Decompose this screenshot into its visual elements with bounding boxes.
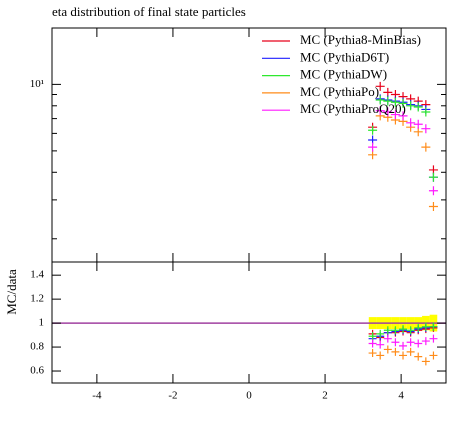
marker [406,118,416,128]
legend-label: MC (Pythia8-MinBias) [300,32,421,47]
x-tick-label: 4 [398,390,404,402]
marker [368,142,378,152]
x-tick-label: 0 [246,390,252,402]
y-tick-label: 1.4 [30,269,44,281]
legend-label: MC (PythiaProQ20) [300,101,406,116]
marker [413,102,423,112]
legend-label: MC (PythiaDW) [300,67,387,82]
y-axis-label: MC/data [4,269,19,315]
marker [399,325,408,334]
marker [399,341,408,350]
marker [383,96,393,106]
marker [413,127,423,137]
x-tick-label: -2 [168,390,177,402]
marker [414,323,423,332]
marker [398,98,408,108]
marker [368,339,377,348]
marker [406,347,415,356]
marker [421,322,430,331]
marker [368,349,377,358]
marker [368,150,378,160]
y-tick-label: 1.2 [30,293,44,305]
marker [421,337,430,346]
y-tick-label: 0.8 [30,341,44,353]
marker [376,351,385,360]
marker [390,110,400,120]
marker [375,81,385,91]
marker [413,119,423,129]
marker [406,101,416,111]
marker [429,322,438,331]
marker [421,107,431,117]
legend-label: MC (PythiaPo) [300,84,379,99]
marker [375,106,385,116]
marker [383,87,393,97]
x-tick-label: 2 [322,390,328,402]
marker [398,111,408,121]
marker [414,339,423,348]
marker [383,107,393,117]
x-tick-label: -4 [92,390,102,402]
marker [399,351,408,360]
marker [391,338,400,347]
marker [406,326,415,335]
y-tick-label: 1 [39,317,45,329]
marker [368,332,377,341]
marker [390,97,400,107]
marker [406,338,415,347]
marker [421,124,431,134]
marker [383,326,392,335]
legend-label: MC (PythiaD6T) [300,49,389,64]
marker [383,345,392,354]
y-tick-label: 10¹ [30,78,44,90]
marker [429,334,438,343]
marker [368,125,378,135]
marker [428,172,438,182]
marker [391,326,400,335]
marker [421,357,430,366]
marker [421,142,431,152]
marker [428,186,438,196]
marker [376,340,385,349]
marker [391,347,400,356]
chart-title: eta distribution of final state particle… [52,4,246,19]
marker [376,329,385,338]
marker [414,352,423,361]
marker [375,95,385,105]
marker [428,202,438,212]
y-tick-label: 0.6 [30,365,44,377]
marker [429,351,438,360]
marker [383,334,392,343]
